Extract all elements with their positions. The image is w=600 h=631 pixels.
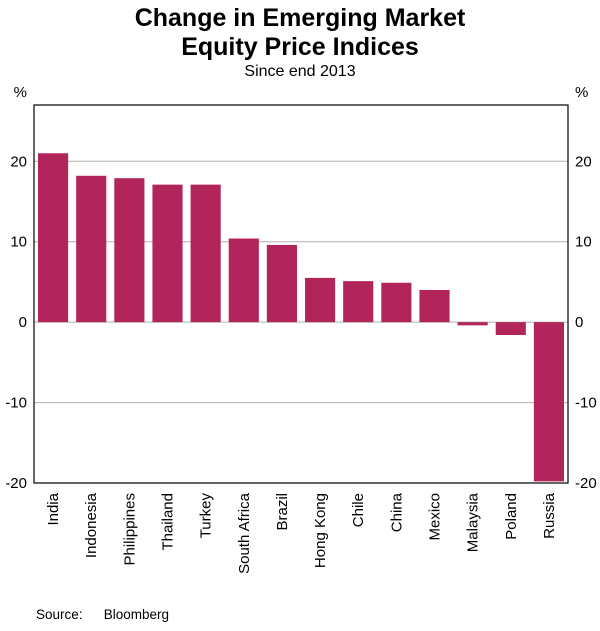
- bar-russia: [533, 322, 564, 482]
- xlabel-china: China: [388, 492, 405, 532]
- xlabel-indonesia: Indonesia: [83, 492, 100, 558]
- chart-title-line1: Change in Emerging Market: [134, 4, 466, 32]
- bar-chart-svg: -20 -20 -10 -10 0 0 10 10 20 20% % India Indonesia Ph…: [5, 84, 597, 574]
- ytick-left-20: 20: [10, 153, 27, 170]
- bar-poland: [495, 322, 526, 336]
- xlabel-india: India: [45, 492, 62, 525]
- bar-thailand: [152, 184, 183, 323]
- ytick-right--10: -10: [575, 395, 597, 412]
- ytick-left--20: -20: [5, 475, 27, 492]
- xlabel-malaysia: Malaysia: [465, 492, 482, 552]
- xlabel-thailand: Thailand: [160, 493, 177, 551]
- ytick-left--10: -10: [5, 395, 27, 412]
- axis-unit-right: %: [575, 85, 588, 101]
- ytick-right-0: 0: [575, 314, 583, 331]
- ytick-right-10: 10: [575, 234, 592, 251]
- ytick-right--20: -20: [575, 475, 597, 492]
- xlabel-poland: Poland: [503, 493, 520, 540]
- bar-indonesia: [76, 175, 107, 323]
- ytick-right-20: 20: [575, 153, 592, 170]
- bar-brazil: [266, 244, 297, 323]
- ytick-left-10: 10: [10, 234, 27, 251]
- chart-area: -20 -20 -10 -10 0 0 10 10 20 20%% India Indonesia Ph…: [0, 84, 600, 600]
- source-line: Source: Bloomberg: [36, 607, 169, 622]
- axis-unit-left: %: [14, 85, 27, 101]
- plot-frame: [33, 104, 569, 484]
- source-label: Source:: [36, 607, 83, 622]
- bar-china: [381, 282, 412, 323]
- chart-title-line2: Equity Price Indices: [181, 33, 419, 61]
- xlabel-mexico: Mexico: [427, 493, 444, 541]
- xlabel-brazil: Brazil: [274, 493, 291, 531]
- bar-south-africa: [228, 238, 259, 323]
- bar-india: [38, 153, 69, 323]
- bar-malaysia: [457, 322, 488, 326]
- xlabel-hong-kong: Hong Kong: [312, 493, 329, 568]
- xlabel-russia: Russia: [541, 492, 558, 539]
- source-value: Bloomberg: [103, 607, 170, 622]
- xlabel-chile: Chile: [350, 493, 367, 527]
- chart-subtitle: Since end 2013: [244, 63, 356, 80]
- chart-title: Change in Emerging Market Equity Price I…: [0, 4, 600, 62]
- bar-turkey: [190, 184, 221, 323]
- bar-philippines: [114, 178, 145, 323]
- ytick-left-0: 0: [19, 314, 27, 331]
- bar-hong-kong: [305, 277, 336, 323]
- xlabel-south-africa: South Africa: [236, 492, 253, 574]
- xlabel-philippines: Philippines: [121, 493, 138, 566]
- bar-chile: [343, 281, 374, 323]
- bar-mexico: [419, 289, 450, 323]
- xlabel-turkey: Turkey: [198, 493, 215, 539]
